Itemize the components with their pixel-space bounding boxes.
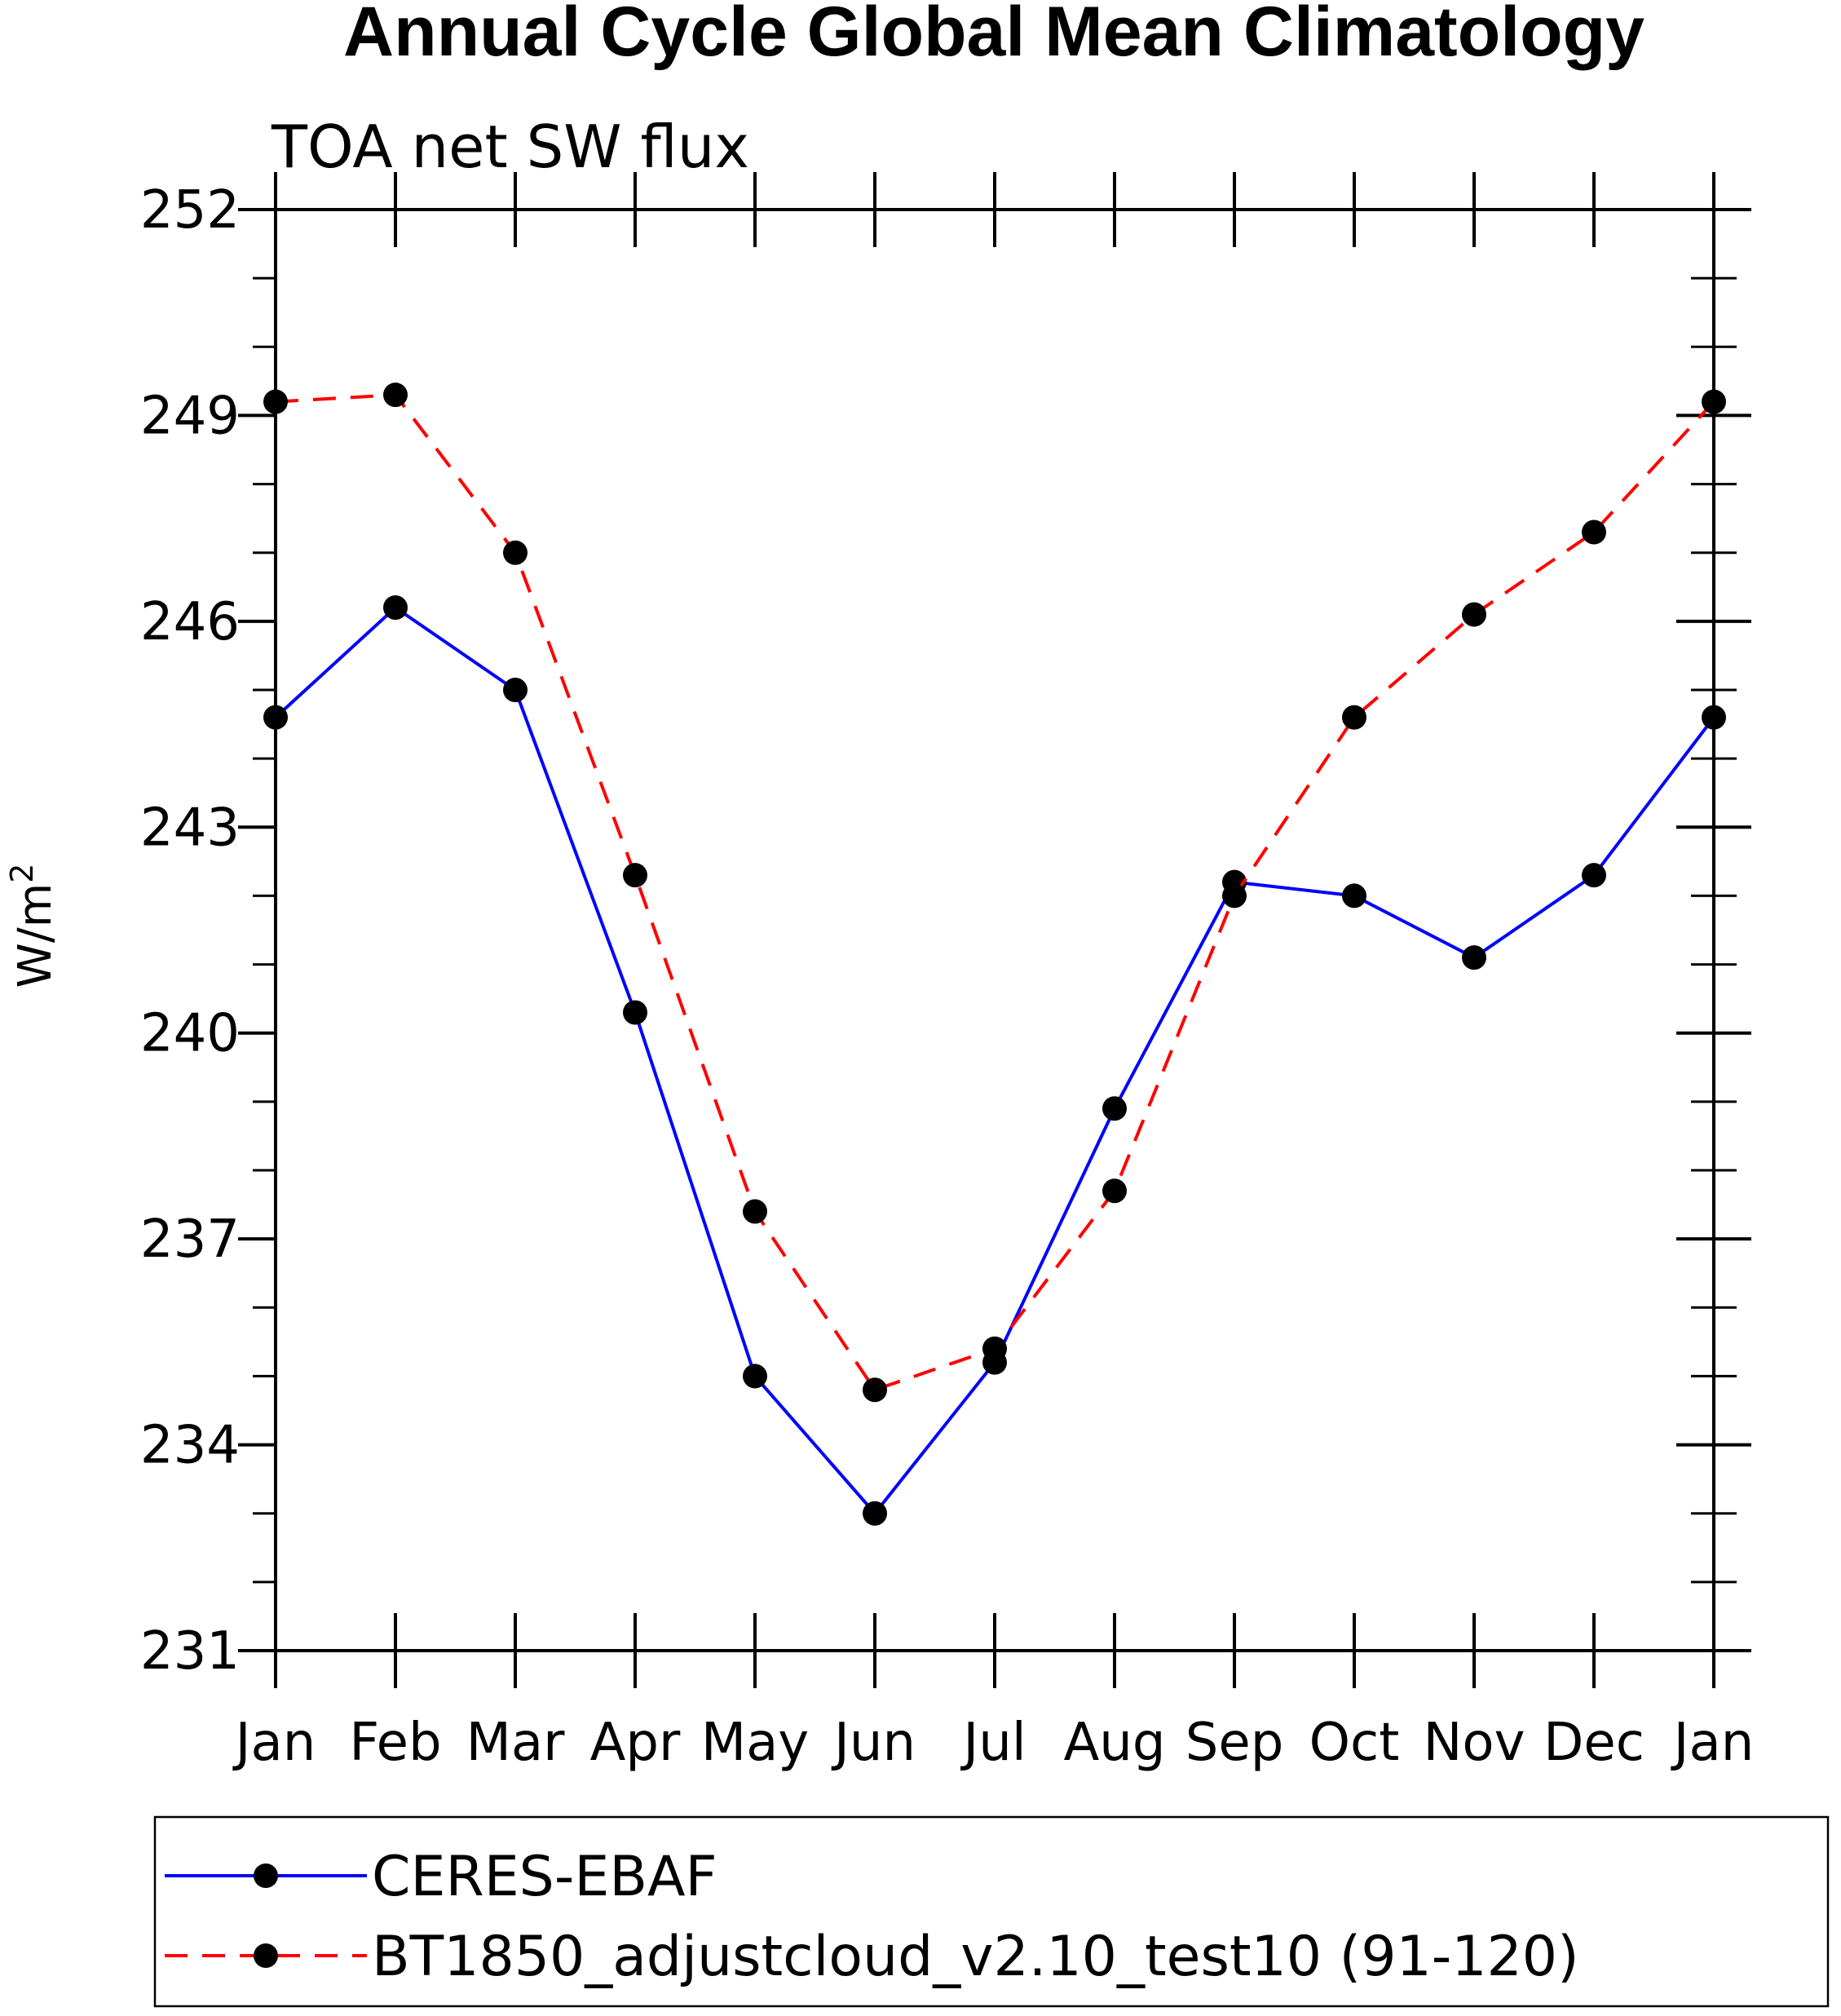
series-2 bbox=[263, 382, 1726, 1403]
x-tick-label: Apr bbox=[590, 1713, 681, 1773]
data-point bbox=[503, 678, 528, 702]
data-point bbox=[982, 1336, 1007, 1361]
x-tick-label: Mar bbox=[466, 1713, 565, 1773]
y-tick-label: 234 bbox=[140, 1416, 240, 1476]
data-point bbox=[1342, 705, 1366, 730]
y-tick-label: 231 bbox=[140, 1621, 240, 1682]
data-point bbox=[383, 595, 408, 621]
legend-marker bbox=[254, 1863, 278, 1888]
x-tick-label: Sep bbox=[1185, 1713, 1284, 1773]
series-line bbox=[274, 605, 1715, 1516]
x-axis: Jan Feb Mar Apr May Jun Jul Aug Sep Oct Nov Dec Jan bbox=[232, 172, 1755, 1773]
data-point bbox=[1582, 863, 1606, 888]
chart-title: Annual Cycle Global Mean Climatology bbox=[343, 0, 1645, 71]
data-point bbox=[623, 1000, 647, 1025]
y-axis-label-superscript: 2 bbox=[4, 864, 40, 883]
y-tick-label: 243 bbox=[140, 798, 240, 858]
series-layer bbox=[263, 382, 1726, 1526]
series-1 bbox=[263, 595, 1726, 1526]
x-tick-label: Aug bbox=[1064, 1713, 1166, 1773]
x-tick-label: Jul bbox=[960, 1713, 1026, 1773]
data-point bbox=[1222, 883, 1247, 909]
data-point bbox=[383, 382, 408, 408]
y-tick-label: 252 bbox=[140, 180, 240, 241]
data-point bbox=[263, 389, 288, 414]
x-tick-label: May bbox=[701, 1713, 809, 1773]
data-point bbox=[1102, 1178, 1127, 1204]
y-tick-label: 249 bbox=[140, 386, 240, 446]
data-point bbox=[1462, 602, 1486, 627]
x-tick-label: Jan bbox=[232, 1713, 316, 1773]
data-point bbox=[1102, 1096, 1127, 1121]
y-tick-label: 237 bbox=[140, 1209, 240, 1270]
data-point bbox=[863, 1501, 887, 1526]
legend: CERES-EBAF BT1850_adjustcloud_v2.10_test1… bbox=[153, 1815, 1830, 2008]
x-tick-label: Oct bbox=[1309, 1713, 1400, 1773]
y-axis-label-text: W/m bbox=[9, 883, 62, 988]
y-axis-label: W/m2 bbox=[4, 864, 62, 988]
x-tick-label: Jun bbox=[831, 1713, 916, 1773]
data-point bbox=[1582, 519, 1606, 545]
x-tick-label: Jan bbox=[1671, 1713, 1755, 1773]
data-point bbox=[263, 705, 288, 730]
legend-box bbox=[153, 1815, 1830, 2008]
y-axis: 231 234 237 240 243 246 249 252 bbox=[140, 180, 1751, 1682]
x-tick-label: Dec bbox=[1543, 1713, 1645, 1773]
plot-border bbox=[274, 208, 1715, 1652]
y-tick-label: 246 bbox=[140, 592, 240, 652]
legend-label: BT1850_adjustcloud_v2.10_test10 (91-120) bbox=[372, 1925, 1579, 1989]
data-point bbox=[743, 1199, 767, 1224]
series-line bbox=[275, 393, 1715, 1392]
data-point bbox=[503, 540, 528, 565]
y-tick-label: 240 bbox=[140, 1004, 240, 1064]
plot-frame bbox=[274, 208, 1715, 1652]
x-tick-label: Feb bbox=[349, 1713, 441, 1773]
data-point bbox=[1342, 883, 1366, 909]
data-point bbox=[1702, 389, 1726, 414]
x-tick-label: Nov bbox=[1424, 1713, 1525, 1773]
data-point bbox=[1702, 705, 1726, 730]
data-point bbox=[623, 863, 647, 888]
data-point bbox=[743, 1364, 767, 1389]
legend-label: CERES-EBAF bbox=[372, 1845, 717, 1909]
chart-subtitle: TOA net SW flux bbox=[271, 113, 749, 181]
data-point bbox=[1462, 945, 1486, 970]
legend-marker bbox=[254, 1943, 278, 1968]
data-point bbox=[863, 1377, 887, 1403]
